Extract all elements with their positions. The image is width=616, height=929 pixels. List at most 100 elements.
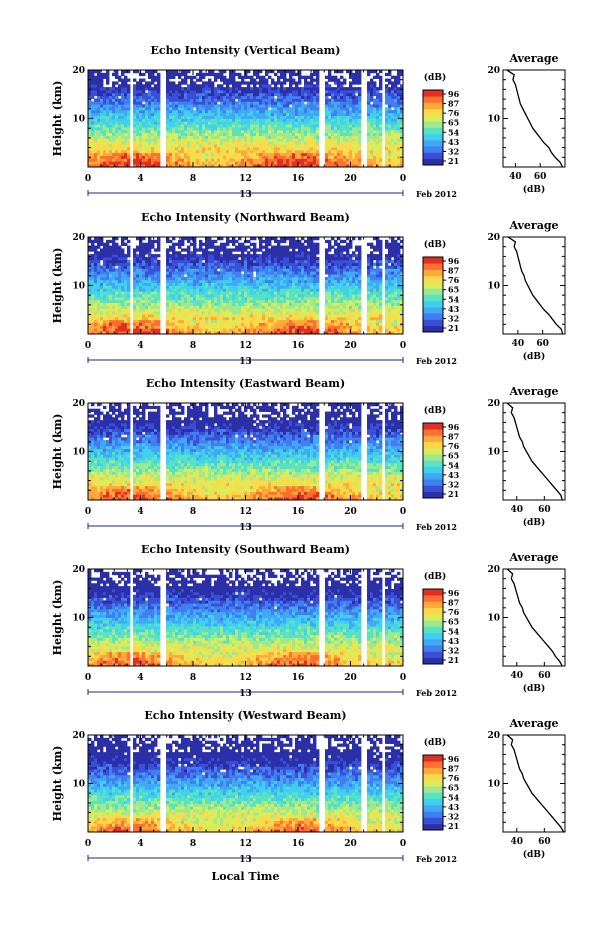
- heatmap-cell: [229, 279, 233, 284]
- heatmap-cell: [274, 152, 278, 156]
- heatmap-cell: [376, 129, 380, 134]
- heatmap-cell: [262, 132, 266, 137]
- heatmap-cell: [280, 95, 284, 99]
- heatmap-cell: [190, 331, 194, 335]
- heatmap-cell: [172, 254, 176, 258]
- heatmap-cell: [88, 95, 92, 99]
- heatmap-cell: [124, 299, 128, 304]
- heatmap-cell: [175, 109, 179, 114]
- heatmap-cell: [259, 127, 263, 131]
- heatmap-cell: [202, 285, 206, 289]
- heatmap-cell: [307, 104, 311, 108]
- heatmap-cell: [280, 112, 284, 117]
- heatmap-cell: [157, 294, 161, 298]
- heatmap-cell: [244, 254, 248, 258]
- heatmap-cell: [247, 95, 251, 99]
- y-tick-label: 10: [72, 115, 85, 125]
- heatmap-cell: [298, 72, 302, 77]
- heatmap-cell: [169, 112, 173, 117]
- heatmap-cell: [373, 89, 377, 94]
- heatmap-cell: [295, 72, 299, 77]
- heatmap-cell: [184, 328, 188, 332]
- heatmap-cell: [121, 276, 125, 281]
- heatmap-cell: [397, 75, 401, 79]
- heatmap-cell: [214, 109, 218, 114]
- heatmap-cell: [208, 319, 212, 323]
- heatmap-cell: [241, 254, 245, 258]
- heatmap-cell: [196, 109, 200, 114]
- heatmap-cell: [370, 95, 374, 99]
- heatmap-cell: [370, 149, 374, 154]
- heatmap-cell: [244, 92, 248, 97]
- heatmap-cell: [97, 147, 101, 151]
- heatmap-cell: [328, 72, 332, 77]
- heatmap-cell: [238, 152, 242, 156]
- heatmap-cell: [391, 121, 395, 125]
- heatmap-cell: [256, 248, 260, 252]
- colorbar-segment: [423, 133, 443, 141]
- heatmap-cell: [256, 268, 260, 272]
- heatmap-cell: [358, 144, 362, 148]
- heatmap-cell: [97, 314, 101, 318]
- heatmap-cell: [139, 322, 143, 326]
- heatmap-cell: [271, 92, 275, 97]
- heatmap-cell: [142, 305, 146, 309]
- heatmap-cell: [358, 158, 362, 162]
- heatmap-cell: [148, 138, 152, 142]
- heatmap-cell: [373, 149, 377, 154]
- heatmap-cell: [97, 98, 101, 102]
- heatmap-cell: [196, 135, 200, 139]
- heatmap-cell: [214, 75, 218, 79]
- heatmap-cell: [199, 107, 203, 111]
- heatmap-cell: [376, 161, 380, 165]
- heatmap-cell: [337, 95, 341, 99]
- heatmap-cell: [193, 256, 197, 261]
- heatmap-cell: [328, 87, 332, 91]
- heatmap-cell: [142, 135, 146, 139]
- heatmap-cell: [91, 152, 95, 156]
- heatmap-cell: [340, 98, 344, 102]
- heatmap-cell: [235, 239, 239, 244]
- heatmap-cell: [388, 147, 392, 151]
- heatmap-cell: [151, 155, 155, 159]
- heatmap-cell: [202, 248, 206, 252]
- heatmap-cell: [127, 259, 131, 264]
- heatmap-cell: [88, 314, 92, 318]
- heatmap-cell: [121, 254, 125, 258]
- heatmap-cell: [292, 129, 296, 134]
- heatmap-cell: [247, 75, 251, 79]
- heatmap-cell: [217, 89, 221, 94]
- heatmap-cell: [139, 276, 143, 281]
- heatmap-cell: [256, 155, 260, 159]
- heatmap-cell: [193, 296, 197, 301]
- heatmap-cell: [175, 331, 179, 335]
- heatmap-cell: [304, 84, 308, 88]
- heatmap-cell: [148, 98, 152, 102]
- heatmap-cell: [124, 115, 128, 119]
- heatmap-cell: [256, 101, 260, 105]
- heatmap-cell: [274, 109, 278, 114]
- heatmap-cell: [379, 141, 383, 145]
- heatmap-cell: [106, 291, 110, 295]
- heatmap-cell: [259, 314, 263, 318]
- heatmap-cell: [331, 115, 335, 119]
- heatmap-cell: [148, 129, 152, 134]
- heatmap-cell: [376, 164, 380, 168]
- heatmap-cell: [391, 141, 395, 145]
- heatmap-cell: [121, 296, 125, 301]
- heatmap-cell: [337, 158, 341, 162]
- heatmap-cell: [223, 319, 227, 323]
- heatmap-cell: [349, 75, 353, 79]
- heatmap-cell: [88, 135, 92, 139]
- heatmap-cell: [205, 84, 209, 88]
- heatmap-cell: [355, 98, 359, 102]
- heatmap-cell: [157, 314, 161, 318]
- heatmap-cell: [376, 152, 380, 156]
- heatmap-cell: [148, 302, 152, 306]
- heatmap-cell: [226, 254, 230, 258]
- heatmap-cell: [178, 316, 182, 321]
- heatmap-cell: [223, 92, 227, 97]
- heatmap-cell: [205, 262, 209, 266]
- heatmap-cell: [175, 87, 179, 91]
- heatmap-cell: [175, 311, 179, 315]
